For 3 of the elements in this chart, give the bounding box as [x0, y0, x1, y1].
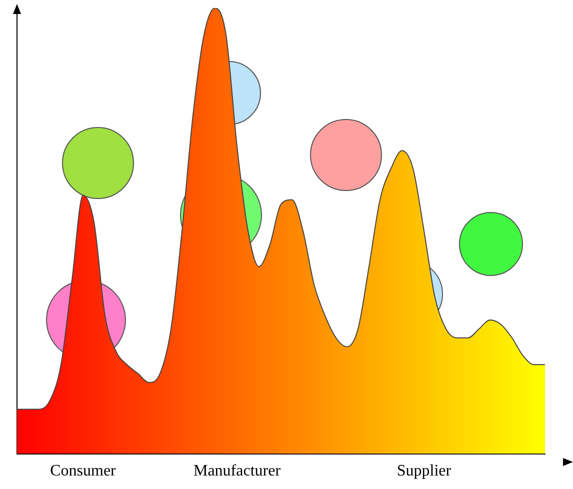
- x-tick-label: Consumer: [50, 462, 117, 480]
- x-tick-label: Manufacturer: [193, 462, 282, 480]
- x-tick-label: Supplier: [396, 462, 452, 480]
